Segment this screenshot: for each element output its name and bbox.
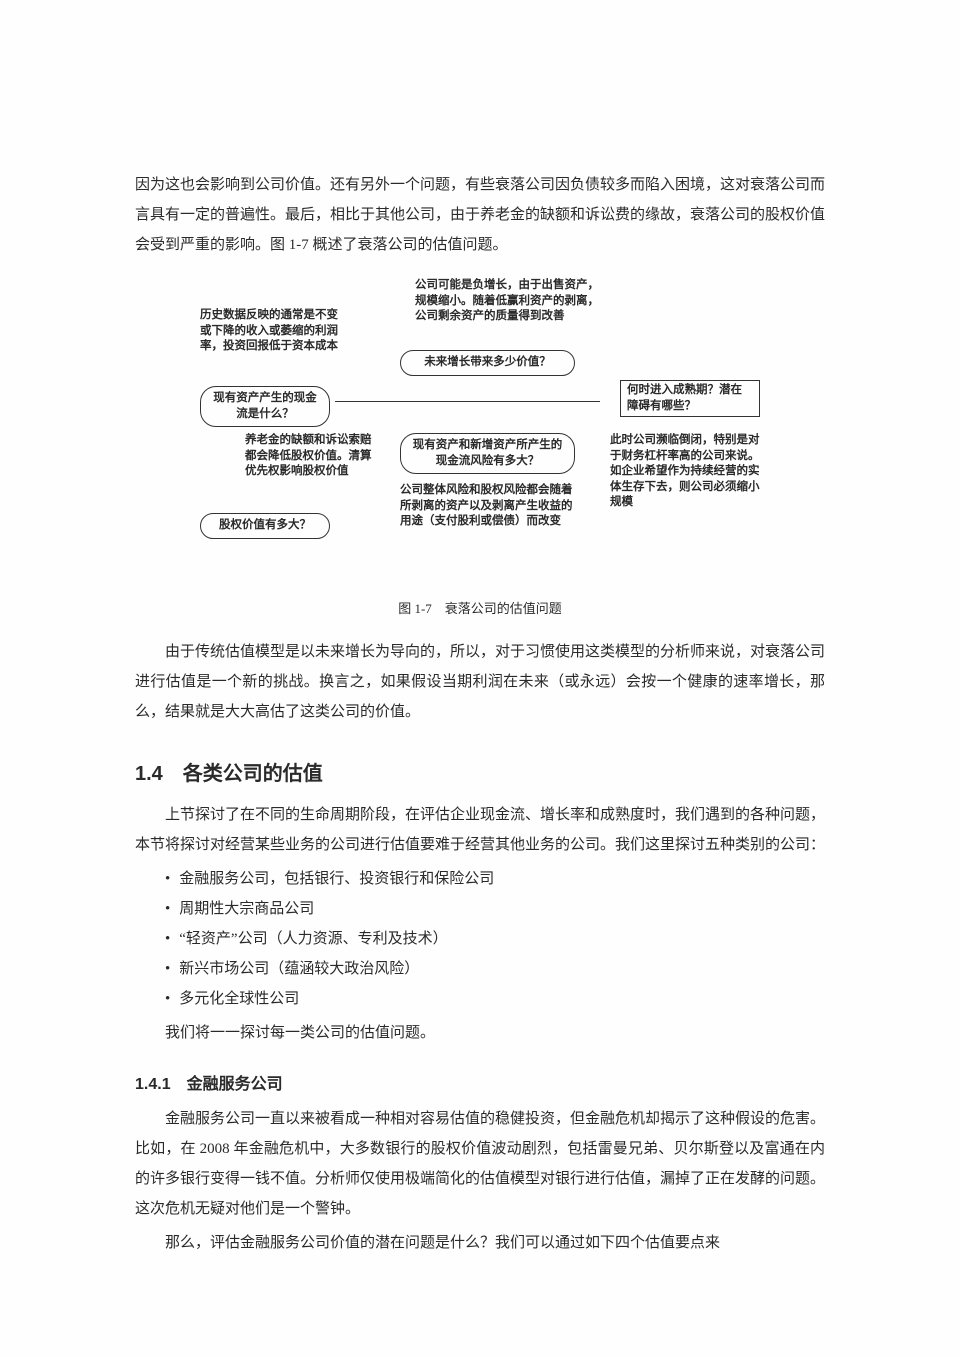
diagram-note-top-left: 历史数据反映的通常是不变或下降的收入或萎缩的利润率，投资回报低于资本成本 xyxy=(200,308,345,355)
section-1-4-heading: 1.4 各类公司的估值 xyxy=(135,757,825,786)
list-item: 金融服务公司，包括银行、投资银行和保险公司 xyxy=(165,864,825,894)
list-item: 周期性大宗商品公司 xyxy=(165,894,825,924)
diagram-box-future-growth: 未来增长带来多少价值？ xyxy=(400,350,575,376)
diagram-note-mid-center: 公司整体风险和股权风险都会随着所剥离的资产以及剥离产生收益的用途（支付股利或偿债… xyxy=(400,483,580,530)
document-page: 因为这也会影响到公司价值。还有另外一个问题，有些衰落公司因负债较多而陷入困境，这… xyxy=(0,0,960,1357)
figure-caption-text: 衰落公司的估值问题 xyxy=(445,601,562,616)
figure-caption: 图 1-7 衰落公司的估值问题 xyxy=(135,598,825,617)
section-1-4-1-p1: 金融服务公司一直以来被看成一种相对容易估值的稳健投资，但金融危机却揭示了这种假设… xyxy=(135,1104,825,1224)
section-1-4-1-heading: 1.4.1 金融服务公司 xyxy=(135,1070,825,1094)
diagram-note-right: 此时公司濒临倒闭，特别是对于财务杠杆率高的公司来说。如企业希望作为持续经营的实体… xyxy=(610,433,765,511)
list-item: “轻资产”公司（人力资源、专利及技术） xyxy=(165,924,825,954)
figure-1-7-diagram: 历史数据反映的通常是不变或下降的收入或萎缩的利润率，投资回报低于资本成本 公司可… xyxy=(200,278,760,588)
list-item: 新兴市场公司（蕴涵较大政治风险） xyxy=(165,954,825,984)
diagram-box-cashflow: 现有资产产生的现金流是什么？ xyxy=(200,386,330,427)
diagram-box-risk: 现有资产和新增资产所产生的现金流风险有多大？ xyxy=(400,433,575,474)
section-1-4-1-p2: 那么，评估金融服务公司价值的潜在问题是什么？我们可以通过如下四个估值要点来 xyxy=(135,1228,825,1258)
mid-paragraph: 由于传统估值模型是以未来增长为导向的，所以，对于习惯使用这类模型的分析师来说，对… xyxy=(135,637,825,727)
diagram-note-mid-left: 养老金的缺额和诉讼索赔都会降低股权价值。清算优先权影响股权价值 xyxy=(245,433,375,480)
diagram-note-top-right: 何时进入成熟期？潜在障碍有哪些？ xyxy=(620,380,760,417)
section-1-4-intro: 上节探讨了在不同的生命周期阶段，在评估企业现金流、增长率和成熟度时，我们遇到的各… xyxy=(135,800,825,860)
diagram-box-equity: 股权价值有多大？ xyxy=(200,513,330,539)
section-1-4-outro: 我们将一一探讨每一类公司的估值问题。 xyxy=(135,1018,825,1048)
diagram-note-top-center: 公司可能是负增长，由于出售资产，规模缩小。随着低赢利资产的剥离，公司剩余资产的质… xyxy=(415,278,600,325)
company-type-list: 金融服务公司，包括银行、投资银行和保险公司 周期性大宗商品公司 “轻资产”公司（… xyxy=(165,864,825,1014)
diagram-connector-line xyxy=(335,401,600,402)
figure-caption-label: 图 1-7 xyxy=(398,601,432,616)
intro-paragraph: 因为这也会影响到公司价值。还有另外一个问题，有些衰落公司因负债较多而陷入困境，这… xyxy=(135,170,825,260)
list-item: 多元化全球性公司 xyxy=(165,984,825,1014)
